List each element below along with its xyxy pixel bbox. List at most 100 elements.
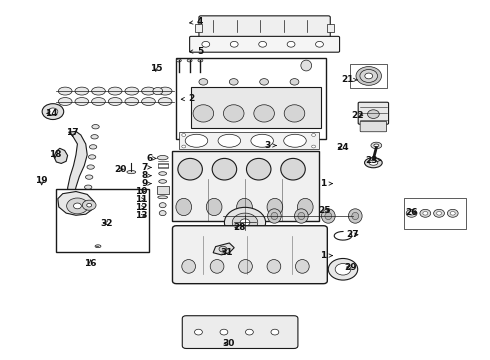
Ellipse shape	[178, 158, 202, 180]
Ellipse shape	[157, 156, 168, 160]
Text: 22: 22	[351, 111, 364, 120]
FancyBboxPatch shape	[199, 16, 330, 37]
Text: 27: 27	[346, 230, 359, 239]
Ellipse shape	[295, 260, 309, 273]
Ellipse shape	[365, 158, 382, 168]
Text: 3: 3	[264, 141, 276, 150]
Ellipse shape	[369, 160, 378, 165]
Circle shape	[447, 210, 458, 217]
Ellipse shape	[85, 175, 93, 179]
Circle shape	[434, 210, 444, 217]
FancyBboxPatch shape	[360, 121, 387, 132]
Circle shape	[312, 145, 316, 148]
Text: 25: 25	[318, 206, 331, 215]
Ellipse shape	[193, 105, 214, 122]
Ellipse shape	[246, 158, 271, 180]
Circle shape	[219, 246, 227, 252]
Circle shape	[87, 203, 92, 207]
Ellipse shape	[321, 209, 335, 223]
Circle shape	[360, 69, 377, 82]
Ellipse shape	[284, 105, 305, 122]
Text: 32: 32	[100, 219, 113, 228]
Polygon shape	[54, 148, 68, 163]
Bar	[191, 87, 321, 128]
Bar	[404, 198, 466, 229]
Circle shape	[74, 203, 81, 209]
Circle shape	[182, 134, 186, 136]
Ellipse shape	[251, 134, 273, 147]
Text: 31: 31	[220, 248, 233, 257]
Ellipse shape	[58, 87, 72, 95]
Ellipse shape	[159, 180, 167, 183]
Circle shape	[259, 41, 267, 47]
Ellipse shape	[198, 59, 203, 62]
Circle shape	[420, 210, 431, 217]
Circle shape	[240, 219, 250, 226]
Text: 10: 10	[135, 187, 147, 196]
Text: 30: 30	[222, 339, 235, 348]
Text: 4: 4	[190, 17, 203, 26]
Bar	[158, 163, 168, 168]
Circle shape	[82, 200, 96, 210]
Circle shape	[48, 108, 58, 115]
Text: 11: 11	[135, 195, 147, 204]
Ellipse shape	[301, 60, 312, 71]
Ellipse shape	[182, 260, 196, 273]
Circle shape	[220, 329, 228, 335]
Ellipse shape	[142, 98, 155, 105]
Ellipse shape	[91, 135, 98, 139]
Ellipse shape	[127, 170, 136, 174]
Text: 17: 17	[66, 128, 79, 136]
Bar	[157, 186, 169, 194]
Circle shape	[42, 104, 64, 120]
Ellipse shape	[125, 87, 139, 95]
Circle shape	[450, 211, 455, 215]
Ellipse shape	[297, 198, 313, 216]
Text: 24: 24	[337, 143, 349, 152]
Ellipse shape	[206, 198, 222, 216]
Circle shape	[409, 211, 414, 215]
Circle shape	[365, 73, 372, 79]
Ellipse shape	[229, 78, 238, 85]
Text: 29: 29	[344, 263, 357, 271]
Circle shape	[271, 329, 279, 335]
Ellipse shape	[95, 245, 101, 248]
Text: 1: 1	[320, 179, 332, 188]
Ellipse shape	[88, 155, 96, 159]
FancyBboxPatch shape	[172, 226, 327, 284]
Ellipse shape	[268, 209, 281, 223]
Ellipse shape	[176, 198, 192, 216]
Ellipse shape	[108, 87, 122, 95]
Bar	[56, 189, 149, 252]
Circle shape	[230, 41, 238, 47]
Circle shape	[437, 211, 441, 215]
Text: 15: 15	[149, 64, 162, 73]
Text: 21: 21	[342, 76, 357, 85]
Ellipse shape	[284, 134, 306, 147]
Bar	[172, 151, 318, 221]
Ellipse shape	[185, 134, 208, 147]
Text: 8: 8	[142, 171, 151, 180]
Polygon shape	[213, 243, 234, 255]
Bar	[179, 132, 318, 149]
Ellipse shape	[374, 144, 379, 147]
Ellipse shape	[352, 212, 359, 220]
Ellipse shape	[254, 105, 274, 122]
Ellipse shape	[158, 196, 168, 199]
Text: 16: 16	[84, 259, 97, 268]
Ellipse shape	[125, 98, 139, 105]
Ellipse shape	[348, 209, 362, 223]
Text: 1: 1	[320, 251, 332, 260]
Text: 2: 2	[181, 94, 194, 103]
Circle shape	[368, 110, 379, 118]
Ellipse shape	[159, 211, 166, 216]
Ellipse shape	[142, 87, 155, 95]
Ellipse shape	[290, 78, 299, 85]
Ellipse shape	[92, 125, 99, 129]
Ellipse shape	[108, 98, 122, 105]
Ellipse shape	[267, 198, 283, 216]
Ellipse shape	[158, 98, 172, 105]
Ellipse shape	[176, 59, 181, 62]
Ellipse shape	[84, 185, 92, 189]
Ellipse shape	[89, 145, 97, 149]
